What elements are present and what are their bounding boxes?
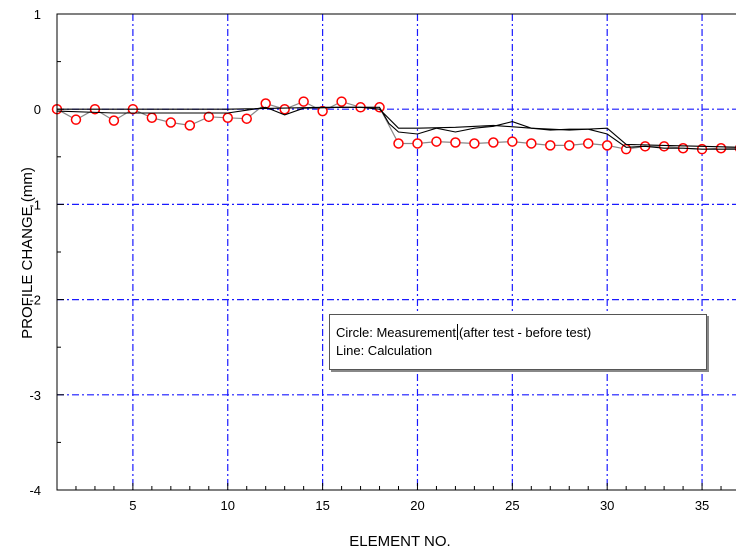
x-tick-label: 5 (129, 498, 136, 513)
measurement-point (393, 138, 404, 149)
measurement-point (222, 112, 233, 124)
measurement-point (488, 137, 499, 148)
x-tick-label: 25 (505, 498, 519, 513)
x-axis-title: ELEMENT NO. (349, 533, 450, 550)
legend-circle-entry: Circle: Measurement (after test - before … (336, 324, 591, 340)
measurement-point (715, 142, 727, 154)
measurement-point (241, 113, 252, 124)
measurement-point (601, 140, 613, 151)
x-tick-label: 15 (315, 498, 329, 513)
measurement-point (336, 96, 347, 107)
measurement-point (298, 96, 309, 107)
measurement-point (545, 140, 556, 151)
measurement-point (165, 117, 177, 128)
y-tick-label: 1 (34, 7, 41, 22)
calculation-line-1 (56, 106, 736, 150)
calculation-line-2 (57, 106, 736, 148)
measurement-point (70, 114, 82, 125)
measurement-point (431, 136, 442, 147)
measurement-point (469, 138, 480, 149)
text-cursor (456, 324, 458, 340)
measurement-point (412, 138, 423, 149)
measurement-point (317, 105, 328, 117)
legend-line-entry: Line: Calculation (336, 343, 433, 358)
measurement-point (184, 120, 196, 131)
grid-layer (57, 14, 736, 490)
measurement-point (279, 103, 290, 115)
x-tick-label: 30 (600, 498, 614, 513)
measurement-point (658, 141, 670, 152)
x-tick-label: 20 (410, 498, 424, 513)
y-tick-label: 0 (34, 102, 41, 117)
measurement-point (146, 112, 158, 124)
measurement-point (526, 138, 537, 149)
x-tick-label: 10 (221, 498, 235, 513)
measurement-point (507, 136, 518, 147)
measurement-point (450, 137, 461, 148)
y-tick-label: -2 (29, 293, 41, 308)
measurement-point (203, 111, 215, 123)
series-layer (51, 96, 736, 155)
y-tick-label: -1 (29, 197, 41, 212)
legend: Circle: Measurement (after test - before … (329, 314, 707, 370)
x-tick-label: 35 (695, 498, 709, 513)
measurement-point (108, 115, 120, 126)
plot-frame (56, 13, 736, 491)
measurement-point (564, 140, 575, 151)
measurement-point (260, 98, 271, 109)
measurement-point (620, 143, 632, 155)
y-tick-label: -4 (29, 483, 41, 498)
legend-circle-note: (after test - before test) (458, 325, 592, 340)
y-tick-label: -3 (29, 388, 41, 403)
y-axis-title: PROFILE CHANGE (mm) (19, 167, 36, 339)
measurement-point (582, 138, 594, 149)
legend-circle-label: Circle: Measurement (336, 325, 456, 340)
